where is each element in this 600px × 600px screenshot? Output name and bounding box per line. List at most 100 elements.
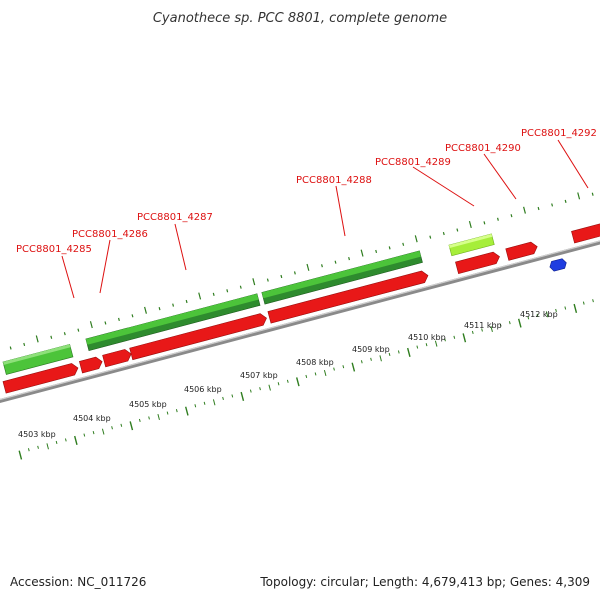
kbp-minor-tick <box>249 389 252 393</box>
blue-feature-arrow[interactable] <box>549 258 568 272</box>
genome-backbone <box>0 226 600 410</box>
upper-tick <box>468 220 472 229</box>
upper-tick <box>50 335 53 339</box>
kbp-major-tick <box>351 362 356 372</box>
leader-line-4285 <box>61 255 75 299</box>
upper-tick <box>144 306 147 314</box>
gene-label-4285[interactable]: PCC8801_4285 <box>16 244 92 255</box>
gene-arrow-pcc8801-4285[interactable] <box>2 343 74 375</box>
gene-arrow-pcc8801-4289-rev[interactable] <box>455 251 501 274</box>
kbp-major-tick <box>18 450 23 460</box>
gene-arrow-pcc8801-4288[interactable] <box>261 250 423 305</box>
upper-tick <box>35 335 39 343</box>
upper-tick <box>442 231 445 236</box>
kbp-minor-tick <box>360 360 363 364</box>
gene-arrow-pcc8801-4289[interactable] <box>448 233 495 257</box>
upper-tick <box>321 264 323 268</box>
upper-tick-ruler <box>9 192 594 350</box>
kbp-minor-tick <box>425 343 428 347</box>
kbp-minor-tick <box>138 418 141 422</box>
upper-tick <box>185 299 188 304</box>
kbp-label-4503: 4503 kbp <box>18 430 56 439</box>
forward-gene-track <box>2 233 495 375</box>
gene-arrow-pcc8801-4292[interactable] <box>571 218 600 244</box>
leader-line-4288 <box>335 185 346 237</box>
gene-arrow-pcc8801-4285-rev[interactable] <box>78 356 103 374</box>
genome-summary-text: Topology: circular; Length: 4,679,413 bp… <box>259 575 590 589</box>
upper-tick <box>131 314 134 318</box>
kbp-minor-tick <box>83 433 86 437</box>
kbp-label-4505: 4505 kbp <box>129 400 167 409</box>
gene-arrow-reverse-1[interactable] <box>2 362 80 394</box>
kbp-minor-tick <box>64 438 67 442</box>
kbp-minor-tick <box>564 306 567 310</box>
gene-label-4286[interactable]: PCC8801_4286 <box>72 229 148 240</box>
genome-strip <box>0 192 600 460</box>
kbp-minor-tick <box>416 345 419 349</box>
kbp-minor-tick <box>148 416 150 420</box>
gene-arrow-pcc8801-4287[interactable] <box>85 293 261 351</box>
kbp-major-tick <box>295 377 300 387</box>
kbp-minor-tick <box>490 325 493 333</box>
kbp-minor-tick <box>379 355 382 362</box>
upper-tick <box>429 235 432 239</box>
kbp-label-4510: 4510 kbp <box>408 333 446 342</box>
kbp-label-4509: 4509 kbp <box>352 345 390 354</box>
kbp-minor-tick <box>212 399 216 406</box>
kbp-minor-tick <box>527 316 530 320</box>
upper-tick <box>360 249 364 257</box>
kbp-minor-tick <box>592 299 594 303</box>
upper-tick <box>537 206 540 211</box>
upper-tick <box>226 289 229 293</box>
kbp-major-tick <box>184 406 189 416</box>
upper-tick <box>375 249 378 254</box>
gene-label-4289[interactable]: PCC8801_4289 <box>375 157 451 168</box>
kbp-minor-tick <box>388 352 391 357</box>
kbp-minor-tick <box>582 301 585 305</box>
kbp-major-tick <box>573 303 578 313</box>
upper-tick <box>77 328 80 332</box>
upper-tick <box>591 192 594 196</box>
gene-label-4290[interactable]: PCC8801_4290 <box>445 143 521 154</box>
kbp-major-tick <box>129 421 134 431</box>
gene-arrow-pcc8801-4288-rev[interactable] <box>267 270 430 324</box>
upper-tick <box>63 332 66 336</box>
kbp-minor-tick <box>434 340 438 347</box>
kbp-label-layer: 4503 kbp 4504 kbp 4505 kbp 4506 kbp 4507… <box>18 310 558 439</box>
leader-line-4289 <box>412 166 475 207</box>
kbp-minor-tick <box>46 443 49 450</box>
upper-tick <box>239 285 242 289</box>
upper-tick <box>198 292 202 300</box>
upper-tick <box>402 242 405 246</box>
gene-label-4292[interactable]: PCC8801_4292 <box>521 128 597 139</box>
kbp-minor-tick <box>508 321 511 325</box>
map-title: Cyanothece sp. PCC 8801, complete genome <box>153 11 447 26</box>
kbp-minor-tick <box>481 328 483 332</box>
upper-tick <box>388 246 391 250</box>
kbp-minor-tick <box>222 396 224 400</box>
gene-arrow-pcc8801-4290[interactable] <box>505 241 539 261</box>
kbp-minor-tick <box>397 350 400 354</box>
kbp-minor-tick <box>555 308 557 313</box>
kbp-minor-tick <box>92 431 95 435</box>
upper-tick <box>510 214 513 218</box>
upper-tick <box>414 235 418 243</box>
upper-tick <box>158 307 161 311</box>
upper-tick <box>23 342 26 347</box>
kbp-minor-tick <box>27 448 30 452</box>
upper-tick <box>483 221 486 225</box>
gene-label-layer: PCC8801_4285 PCC8801_4286 PCC8801_4287 P… <box>16 128 597 299</box>
gene-arrow-pcc8801-4286[interactable] <box>102 348 133 368</box>
upper-tick <box>212 292 215 296</box>
kbp-minor-tick <box>166 411 169 415</box>
kbp-minor-tick <box>323 369 327 377</box>
gene-arrow-pcc8801-4287-rev[interactable] <box>129 312 268 361</box>
leader-line-4292 <box>557 139 589 189</box>
gene-label-4288[interactable]: PCC8801_4288 <box>296 175 372 186</box>
upper-tick <box>306 263 310 271</box>
kbp-label-4504: 4504 kbp <box>73 414 111 423</box>
gene-label-4287[interactable]: PCC8801_4287 <box>137 212 213 223</box>
leader-line-4286 <box>99 239 111 294</box>
kbp-label-4507: 4507 kbp <box>240 371 278 380</box>
